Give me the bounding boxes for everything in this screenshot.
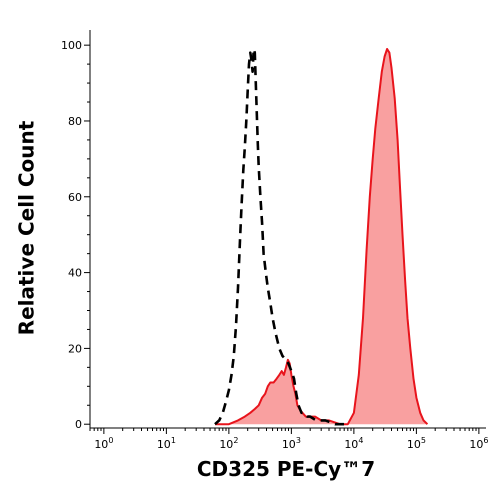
y-tick-label: 80 [68, 115, 82, 128]
x-tick-label: 101 [157, 436, 176, 451]
x-tick-label: 100 [94, 436, 113, 451]
y-axis-title: Relative Cell Count [15, 120, 39, 335]
y-tick-label: 40 [68, 267, 82, 280]
y-tick-label: 20 [68, 342, 82, 355]
x-tick-label: 106 [469, 436, 488, 451]
x-tick-label: 105 [407, 436, 426, 451]
y-tick-label: 0 [75, 418, 82, 431]
x-tick-label: 104 [344, 436, 363, 451]
x-axis-title: CD325 PE-Cy™7 [197, 457, 375, 481]
y-tick-label: 60 [68, 191, 82, 204]
y-tick-label: 100 [61, 39, 82, 52]
x-tick-label: 103 [282, 436, 301, 451]
x-tick-label: 102 [219, 436, 238, 451]
y-axis-title-group: Relative Cell Count [15, 120, 39, 335]
series-0-line [214, 47, 345, 426]
